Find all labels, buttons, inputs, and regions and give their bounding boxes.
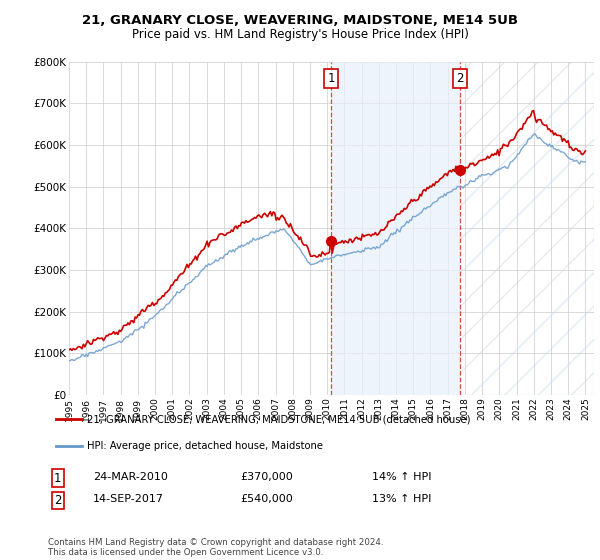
Text: 13% ↑ HPI: 13% ↑ HPI xyxy=(372,494,431,504)
Text: HPI: Average price, detached house, Maidstone: HPI: Average price, detached house, Maid… xyxy=(87,441,323,451)
Text: £370,000: £370,000 xyxy=(240,472,293,482)
Text: 2: 2 xyxy=(54,494,62,507)
Text: 2: 2 xyxy=(456,72,464,85)
Text: 1: 1 xyxy=(328,72,335,85)
Bar xyxy=(460,62,594,395)
Text: 14-SEP-2017: 14-SEP-2017 xyxy=(93,494,164,504)
Text: 14% ↑ HPI: 14% ↑ HPI xyxy=(372,472,431,482)
Text: Price paid vs. HM Land Registry's House Price Index (HPI): Price paid vs. HM Land Registry's House … xyxy=(131,28,469,41)
Text: 21, GRANARY CLOSE, WEAVERING, MAIDSTONE, ME14 5UB: 21, GRANARY CLOSE, WEAVERING, MAIDSTONE,… xyxy=(82,14,518,27)
Text: 21, GRANARY CLOSE, WEAVERING, MAIDSTONE, ME14 5UB (detached house): 21, GRANARY CLOSE, WEAVERING, MAIDSTONE,… xyxy=(87,414,470,424)
Text: 24-MAR-2010: 24-MAR-2010 xyxy=(93,472,168,482)
Bar xyxy=(331,62,460,395)
Text: 1: 1 xyxy=(54,472,62,484)
Text: Contains HM Land Registry data © Crown copyright and database right 2024.
This d: Contains HM Land Registry data © Crown c… xyxy=(48,538,383,557)
Text: £540,000: £540,000 xyxy=(240,494,293,504)
